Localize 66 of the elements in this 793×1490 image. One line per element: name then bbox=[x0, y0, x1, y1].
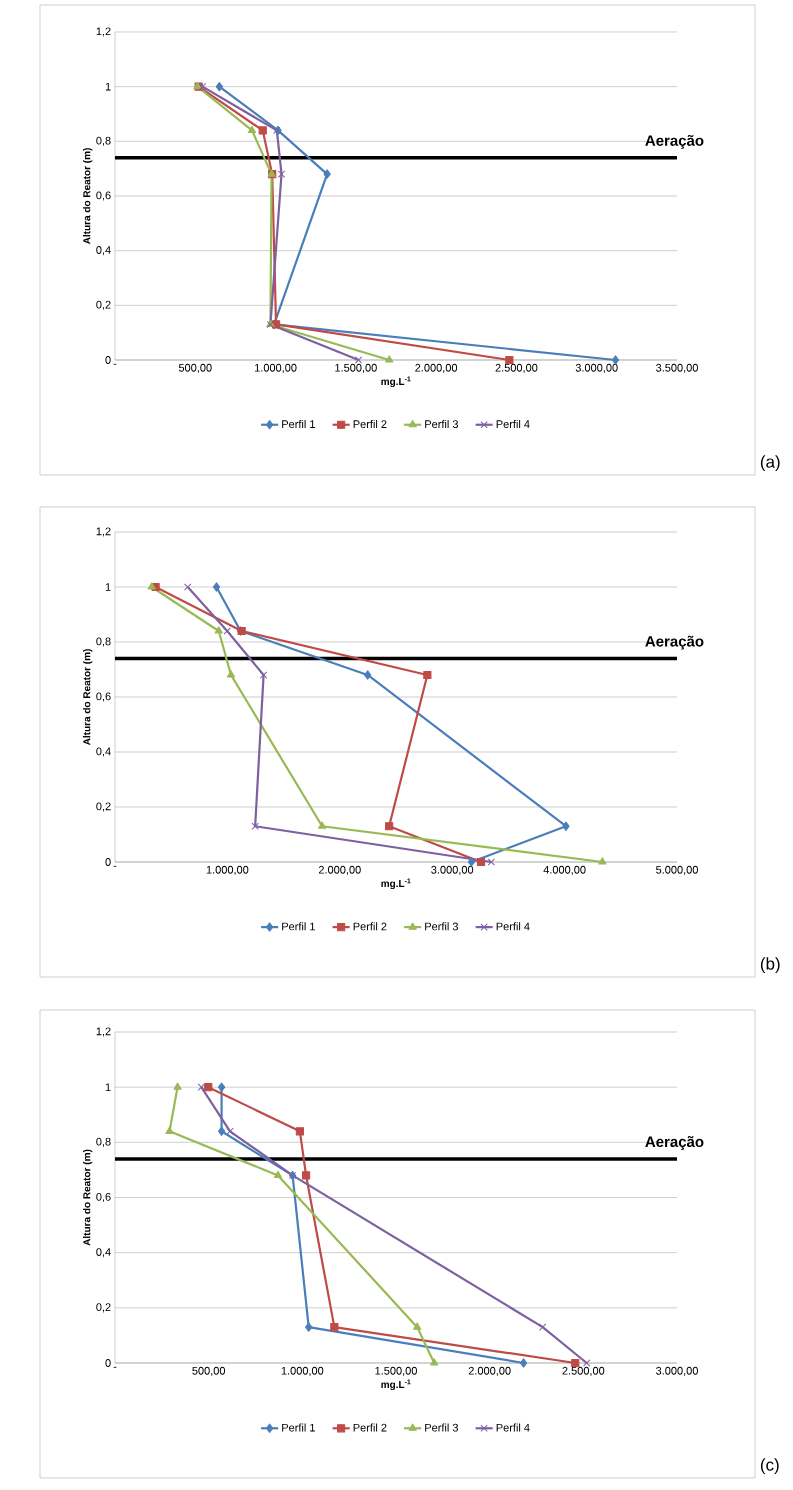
x-tick-label: 2.000,00 bbox=[415, 363, 458, 373]
y-tick-label: 0,6 bbox=[96, 1192, 111, 1203]
x-tick-label: 2.500,00 bbox=[495, 363, 538, 373]
y-tick-label: 1,2 bbox=[96, 27, 111, 37]
legend-label: Perfil 1 bbox=[282, 1423, 315, 1432]
legend-label: Perfil 3 bbox=[425, 922, 459, 931]
legend-label: Perfil 1 bbox=[282, 922, 315, 931]
x-tick-label: 3.000,00 bbox=[656, 1366, 698, 1376]
legend-label: Perfil 3 bbox=[425, 1423, 459, 1432]
x-tick-label: 2.000,00 bbox=[318, 865, 361, 875]
x-tick-label: - bbox=[113, 865, 117, 867]
x-tick-label: 5.000,00 bbox=[656, 865, 698, 875]
y-tick-label: 0,6 bbox=[96, 692, 111, 702]
legend-label: Perfil 4 bbox=[496, 1423, 530, 1432]
x-tick-label: 3.500,00 bbox=[656, 363, 698, 373]
x-tick-label: - bbox=[113, 363, 117, 365]
x-tick-label: 1.000,00 bbox=[255, 363, 297, 373]
y-tick-label: 1 bbox=[105, 583, 111, 591]
y-tick-label: 0 bbox=[105, 1359, 111, 1367]
ref-line-label: Aeração bbox=[645, 1136, 704, 1150]
legend-label: Perfil 2 bbox=[353, 419, 387, 429]
legend-label: Perfil 2 bbox=[353, 922, 387, 931]
text: (b) bbox=[760, 957, 780, 974]
y-tick-label: 0,2 bbox=[96, 1303, 111, 1313]
x-tick-label: 2.500,00 bbox=[562, 1366, 605, 1376]
legend-label: Perfil 2 bbox=[353, 1423, 387, 1432]
y-axis-title: Altura do Reator (m) bbox=[82, 148, 93, 245]
legend-label: Perfil 1 bbox=[282, 419, 315, 429]
x-tick-label: 1.000,00 bbox=[206, 865, 249, 875]
y-tick-label: 0,8 bbox=[96, 136, 111, 146]
y-tick-label: 0,6 bbox=[96, 191, 111, 201]
y-tick-label: 0,8 bbox=[96, 637, 111, 647]
y-axis-title: Altura do Reator (m) bbox=[82, 649, 93, 746]
ref-line-label: Aeração bbox=[645, 134, 704, 149]
y-tick-label: 0 bbox=[105, 858, 111, 866]
x-tick-label: 1.000,00 bbox=[281, 1366, 324, 1376]
x-tick-label: 500,00 bbox=[178, 363, 212, 373]
text: (a) bbox=[760, 455, 780, 472]
y-tick-label: 0 bbox=[105, 356, 111, 364]
x-axis-title: mg.L$^{-1}$ bbox=[381, 376, 411, 388]
y-tick-label: 0,4 bbox=[96, 1248, 111, 1258]
y-tick-label: 1 bbox=[105, 1083, 111, 1091]
legend-label: Perfil 4 bbox=[496, 922, 530, 931]
x-tick-label: 1.500,00 bbox=[335, 363, 377, 373]
x-axis-title: mg.L$^{-1}$ bbox=[381, 1379, 411, 1391]
x-axis-title: mg.L$^{-1}$ bbox=[381, 878, 411, 890]
y-tick-label: 0,8 bbox=[96, 1137, 111, 1147]
x-tick-label: 1.500,00 bbox=[375, 1366, 417, 1376]
y-tick-label: 0,4 bbox=[96, 246, 111, 256]
y-tick-label: 0,2 bbox=[96, 300, 111, 310]
y-tick-label: 0,4 bbox=[96, 747, 111, 757]
x-tick-label: 3.000,00 bbox=[431, 865, 474, 875]
ref-line-label: Aeração bbox=[645, 635, 704, 650]
legend-label: Perfil 3 bbox=[425, 419, 459, 429]
legend-label: Perfil 4 bbox=[496, 419, 530, 429]
y-tick-label: 0,2 bbox=[96, 802, 111, 812]
x-tick-label: 4.000,00 bbox=[543, 865, 586, 875]
x-tick-label: 3.000,00 bbox=[575, 363, 618, 373]
y-axis-title: Altura do Reator (m) bbox=[82, 1149, 93, 1246]
x-tick-label: 500,00 bbox=[192, 1366, 226, 1376]
y-tick-label: 1 bbox=[105, 82, 111, 91]
text: (c) bbox=[760, 1458, 779, 1475]
x-tick-label: - bbox=[113, 1366, 117, 1368]
x-tick-label: 2.000,00 bbox=[468, 1366, 511, 1376]
y-tick-label: 1,2 bbox=[96, 527, 111, 537]
y-tick-label: 1,2 bbox=[96, 1027, 111, 1037]
